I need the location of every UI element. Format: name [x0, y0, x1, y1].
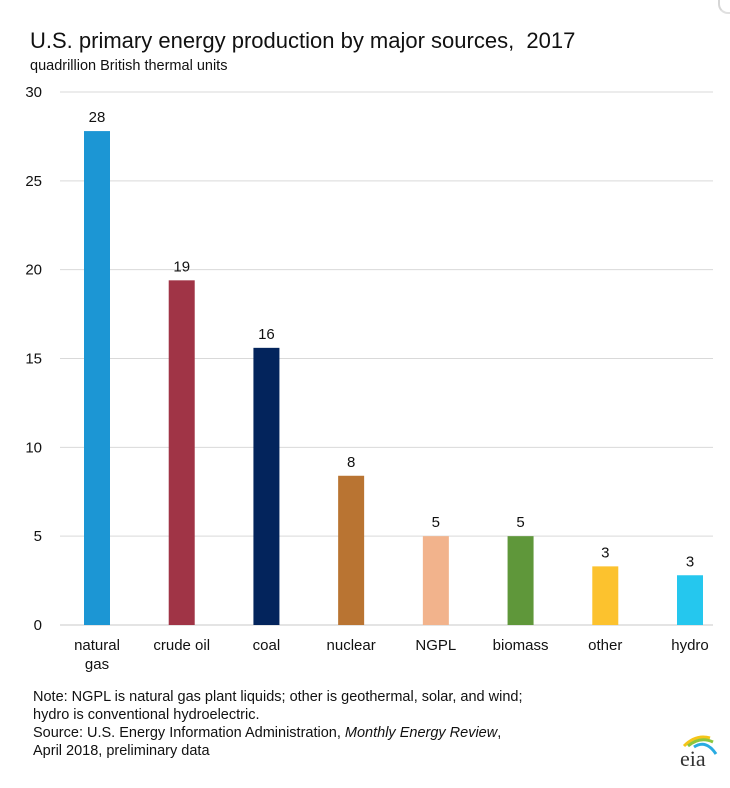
data-label: 8	[347, 454, 355, 471]
y-tick-label: 30	[25, 84, 42, 101]
x-tick-label: natural	[74, 637, 120, 654]
data-label: 5	[516, 514, 524, 531]
bar-chart: 0 5 10 15 20 25 30 28 19 16 8 5 5 3 3 natural gas crude…	[25, 84, 713, 673]
source-prefix: Source: U.S. Energy Information Administ…	[33, 725, 345, 741]
x-tick-label: crude oil	[153, 637, 210, 654]
x-tick-label: NGPL	[415, 637, 456, 654]
x-tick-label: nuclear	[327, 637, 376, 654]
bar	[168, 280, 195, 625]
note-line-1: Note: NGPL is natural gas plant liquids;…	[33, 689, 523, 705]
chart-title: U.S. primary energy production by major …	[30, 28, 576, 53]
data-label: 3	[601, 544, 609, 561]
x-tick-label: other	[588, 637, 622, 654]
x-tick-label: hydro	[671, 637, 709, 654]
chart-subtitle: quadrillion British thermal units	[30, 58, 228, 74]
x-axis-ticks: natural gas crude oil coal nuclear NGPL biomas…	[74, 637, 709, 673]
bar	[422, 536, 449, 625]
eia-logo-icon: eia	[680, 735, 718, 771]
y-tick-label: 25	[25, 173, 42, 190]
y-tick-label: 15	[25, 351, 42, 368]
x-tick-label: coal	[253, 637, 281, 654]
y-tick-label: 10	[25, 439, 42, 456]
data-label: 16	[258, 326, 275, 343]
bars	[84, 131, 703, 625]
eia-logo-text: eia	[680, 746, 706, 770]
source-date-line: April 2018, preliminary data	[33, 743, 210, 759]
data-label: 19	[173, 258, 190, 275]
y-tick-label: 5	[34, 528, 42, 545]
bar	[592, 566, 619, 625]
bar	[84, 131, 110, 625]
source-suffix: ,	[497, 725, 502, 741]
window-corner	[718, 0, 730, 14]
x-tick-label: gas	[85, 656, 109, 673]
data-labels: 28 19 16 8 5 5 3 3	[89, 109, 695, 570]
source-publication: Monthly Energy Review	[344, 725, 498, 741]
y-tick-label: 0	[34, 617, 42, 634]
source-line: Source: U.S. Energy Information Administ…	[33, 724, 523, 742]
chart-notes: Note: NGPL is natural gas plant liquids;…	[33, 688, 523, 760]
bar	[677, 575, 703, 625]
eia-logo: eia	[672, 730, 720, 771]
y-tick-label: 20	[25, 262, 42, 279]
data-label: 5	[432, 514, 440, 531]
bar	[507, 536, 534, 625]
gridlines	[60, 91, 713, 626]
y-axis-ticks: 0 5 10 15 20 25 30	[25, 84, 42, 634]
x-tick-label: biomass	[493, 637, 549, 654]
data-label: 28	[89, 109, 106, 126]
bar	[338, 475, 365, 625]
note-line-2: hydro is conventional hydroelectric.	[33, 707, 260, 723]
bar	[253, 347, 280, 625]
data-label: 3	[686, 553, 694, 570]
